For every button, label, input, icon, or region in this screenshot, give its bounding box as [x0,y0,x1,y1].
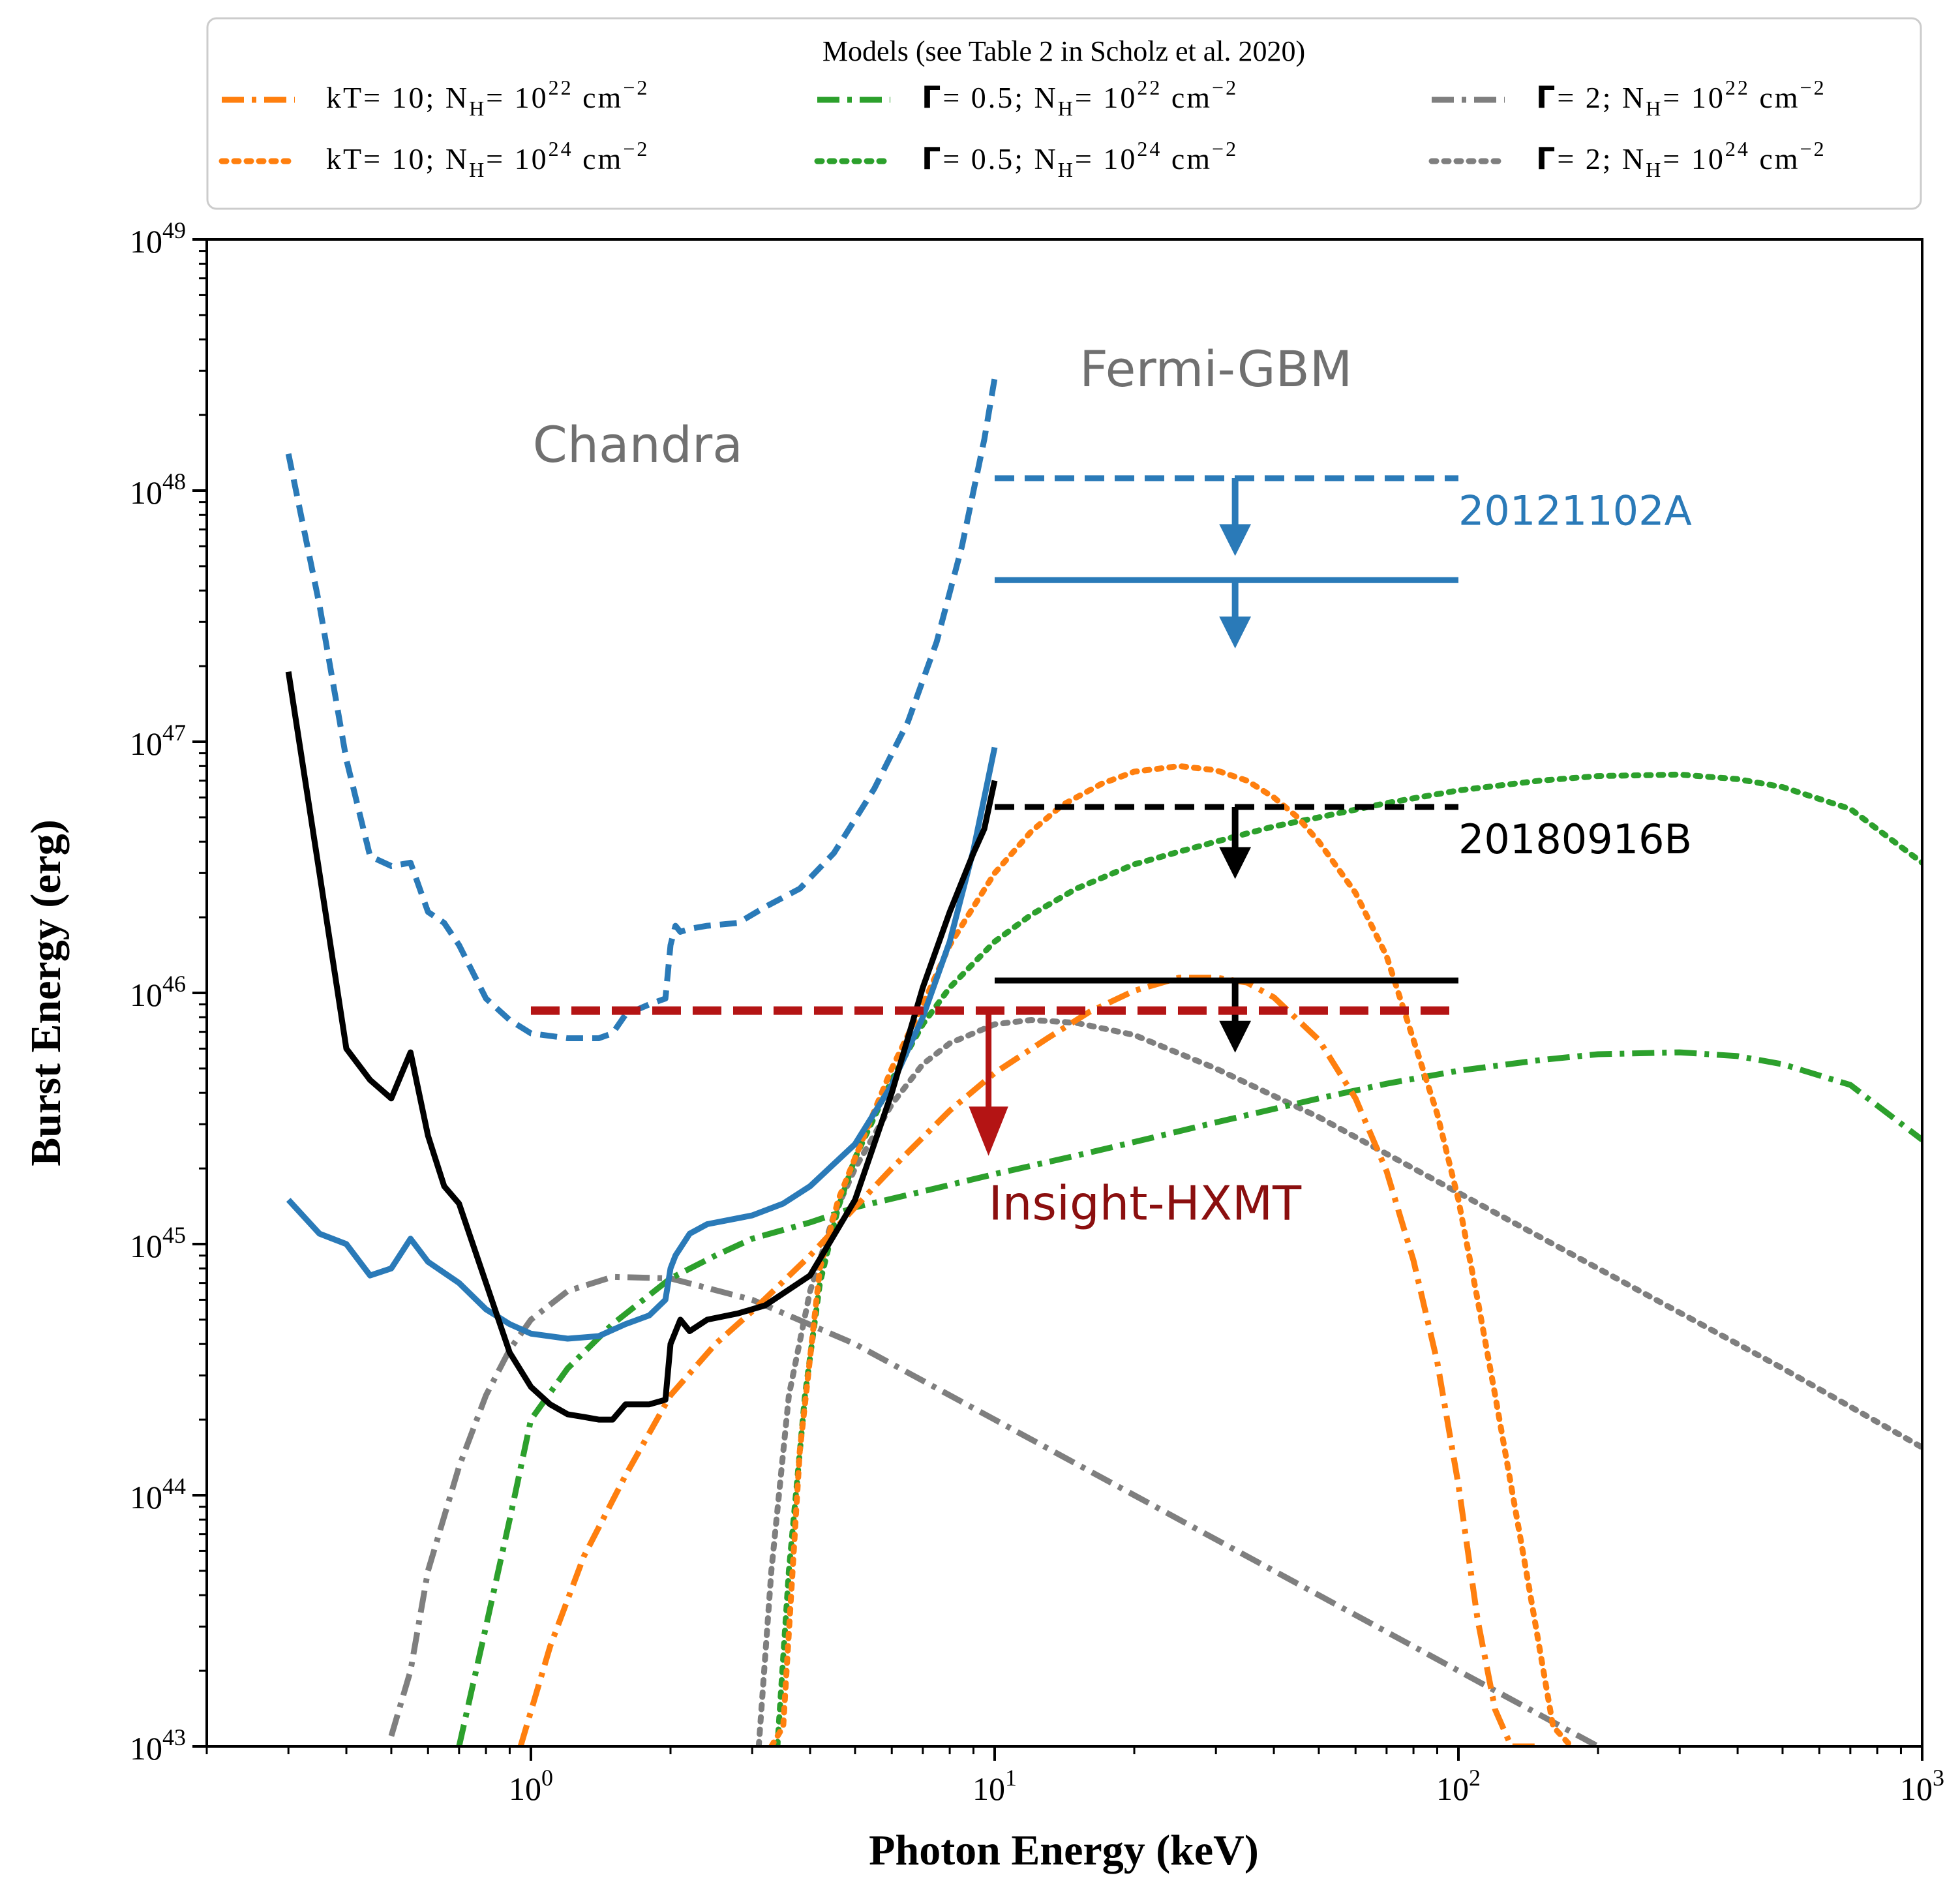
annotation-fermi: Fermi-GBM [1079,340,1352,398]
series-chandra_2012_dashed [285,378,998,1041]
limit-arrow-1 [1219,580,1252,648]
y-tick-label: 1043 [130,1724,186,1767]
legend-label-G05_NH24: Γ= 0.5; NH= 1024 cm−2 [922,137,1238,181]
plot-area [285,378,1922,1746]
x-tick-label: 103 [1900,1765,1944,1807]
limit-arrow-0 [1219,478,1252,556]
y-tick-label: 1047 [130,720,186,762]
legend-label-kT10_NH22: kT= 10; NH= 1022 cm−2 [326,76,649,120]
limit-arrow-3-head [1219,1020,1252,1053]
y-tick-label: 1049 [130,217,186,260]
annotation-frb2018: 20180916B [1458,815,1692,863]
legend-label-G05_NH22: Γ= 0.5; NH= 1022 cm−2 [922,76,1238,120]
limit-arrow-4 [969,1011,1008,1156]
series-chandra_2012_solid [286,746,998,1342]
axes: 100 101 102 103 1043 1044 1045 1046 1047 1048 1049 [130,217,1944,1807]
x-tick-label: 101 [972,1765,1017,1807]
series-chandra_2018_solid [285,671,998,1423]
overlay-layer: Chandra Fermi-GBM 20121102A 20180916B Insigh… [530,340,1692,1231]
limit-arrow-1-head [1219,616,1252,648]
limit-arrow-2 [1219,806,1252,879]
y-tick-label: 1045 [130,1222,186,1264]
series-kT10_NH22 [517,975,1541,1746]
annotation-chandra: Chandra [533,416,743,474]
limit-arrow-4-head [969,1106,1008,1156]
x-tick-label: 100 [509,1765,553,1807]
legend-label-G2_NH24: Γ= 2; NH= 1024 cm−2 [1536,137,1826,181]
legend: Models (see Table 2 in Scholz et al. 202… [206,17,1922,210]
legend-title: Models (see Table 2 in Scholz et al. 202… [822,35,1305,67]
limit-arrow-2-head [1219,847,1252,879]
series-G2_NH22 [388,1273,1600,1746]
x-axis-label: Photon Energy (keV) [869,1827,1259,1874]
y-axis-label: Burst Energy (erg) [22,819,70,1166]
annotation-hxmt: Insight-HXMT [989,1176,1303,1231]
limit-arrow-0-head [1219,524,1252,556]
y-tick-label: 1046 [130,971,186,1013]
x-tick-label: 102 [1436,1765,1481,1807]
series-kT10_NH24 [768,763,1575,1746]
annotation-frb2012: 20121102A [1458,487,1692,535]
limit-arrow-3 [1219,981,1252,1053]
y-tick-label: 1048 [130,468,186,511]
series-G05_NH24 [774,771,1922,1746]
legend-label-G2_NH22: Γ= 2; NH= 1022 cm−2 [1536,76,1826,120]
legend-label-kT10_NH24: kT= 10; NH= 1024 cm−2 [326,137,649,181]
series-G05_NH22 [456,1049,1922,1746]
y-tick-label: 1044 [130,1473,186,1515]
